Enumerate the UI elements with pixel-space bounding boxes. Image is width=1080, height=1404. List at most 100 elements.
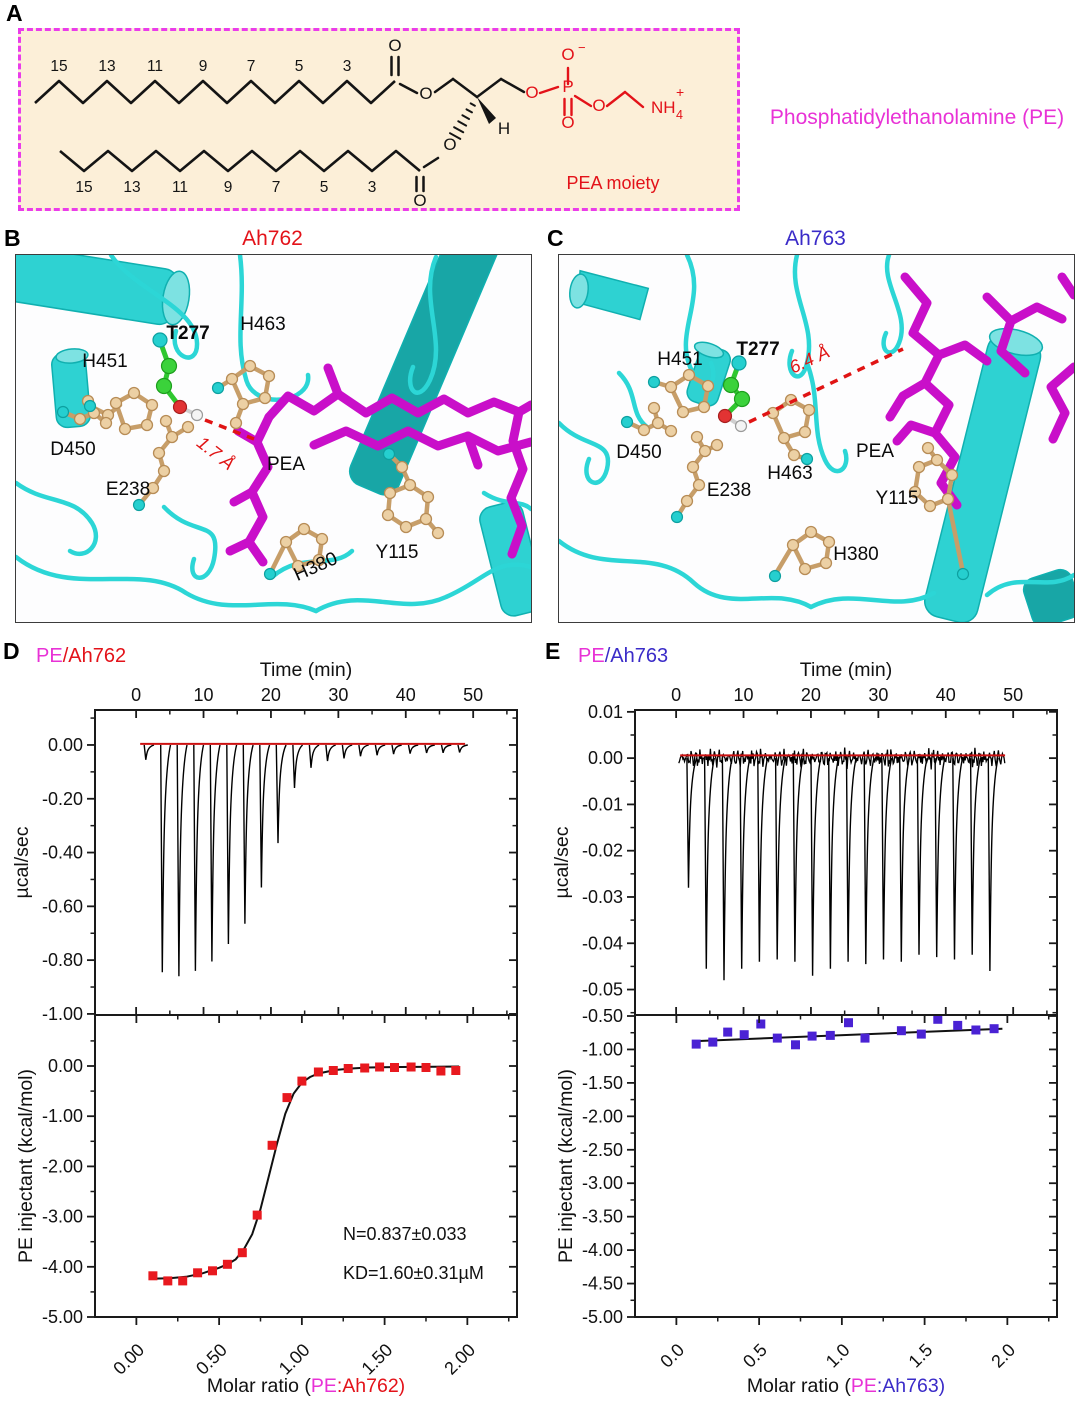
injection-spike [407,744,419,754]
x-tick-label: 0.5 [739,1340,771,1372]
y-tick-label: -4.00 [582,1240,623,1260]
x-tick-label: 40 [936,685,956,705]
y-tick-label: -0.05 [582,980,623,1000]
injection-spike [457,744,468,753]
y-tick-label: -2.50 [582,1140,623,1160]
y-tick-label: -0.03 [582,887,623,907]
carbon-number-top: 3 [343,58,352,75]
atom-label: O [419,84,432,103]
atom-label: O [413,191,426,208]
injection-spike [358,744,369,757]
injection-spike [143,744,155,760]
data-point-square [933,1014,943,1024]
data-point-square [691,1039,701,1049]
injection-spike [176,744,188,977]
ligand-label-pea: PEA [856,441,894,462]
molar-ratio-axis-title: Molar ratio (PE:Ah762) [207,1375,405,1397]
carbon-number-bottom: 9 [224,179,233,196]
carbon-number-bottom: 13 [123,179,140,196]
t277-sticks-c [722,360,746,419]
hbond-dashed-line-c [748,347,904,424]
data-point-square [953,1020,963,1030]
plot-frame [634,1014,1058,1318]
ligand-label-pea: PEA [267,454,305,475]
atom-label: O [592,96,605,115]
x-tick-label: 20 [261,685,281,705]
data-point-square [791,1040,800,1050]
plot-frame [94,709,518,1016]
data-point-square [252,1210,262,1220]
y-tick-label: -1.00 [582,1039,623,1059]
data-point-square [343,1064,353,1073]
injection-spike [209,744,221,962]
data-point-square [360,1063,370,1073]
x-tick-label: 50 [463,685,483,705]
residue-label-h380: H380 [833,544,878,565]
fit-parameter-annotation: KD=1.60±0.31µM [343,1263,484,1283]
injection-spike [686,757,698,888]
data-point-square [406,1062,416,1072]
injection-spike [757,757,769,962]
panel-e-label: E [545,638,561,664]
pea-ligand-sticks-b [225,363,531,567]
calpha-atoms-c [620,375,970,583]
y-axis-title: PE injectant (kcal/mol) [15,1069,37,1263]
atom-label: P [562,77,573,96]
x-tick-label: 0.00 [109,1340,148,1379]
time-axis-title: Time (min) [260,659,352,681]
injection-spike [916,757,928,955]
data-point-square [807,1031,817,1041]
protein-cylinders-b [16,255,531,617]
molar-ratio-axis-title: Molar ratio (PE:Ah763) [747,1375,945,1397]
injection-spike [739,757,751,969]
injection-spike [863,757,875,965]
x-tick-label: 2.0 [987,1340,1019,1372]
y-tick-label: 0.00 [48,1056,83,1076]
residue-label-h463: H463 [240,314,285,335]
data-point-square [756,1019,766,1029]
y-tick-label: -0.80 [42,950,83,970]
y-tick-label: -3.50 [582,1207,623,1227]
x-tick-label: 0 [671,685,681,705]
x-tick-label: 1.0 [822,1340,854,1372]
residue-label-t277: T277 [166,323,209,344]
y-tick-label: -2.00 [582,1106,623,1126]
data-point-square [193,1268,203,1278]
data-point-square [825,1030,835,1040]
y-axis-title: µcal/sec [551,826,573,898]
y-tick-label: -0.20 [42,789,83,809]
y-tick-label: -2.00 [42,1156,83,1176]
y-tick-label: -1.00 [42,1106,83,1126]
residue-label-d450: D450 [50,439,95,460]
injection-spike [845,757,857,962]
panel-a-label: A [6,0,23,26]
carbon-number-bottom: 7 [272,179,281,196]
data-point-square [390,1063,399,1072]
injection-spike [440,744,452,753]
x-tick-label: 50 [1003,685,1023,705]
t277-sticks-b [157,338,183,410]
atom-label: O [561,113,574,132]
injection-spike [160,744,172,973]
data-point-square [328,1066,338,1075]
acyl-chain-top [34,79,396,105]
fit-parameter-annotation: N=0.837±0.033 [343,1224,466,1244]
injection-spike [969,757,982,955]
injection-spike [899,757,911,962]
carbon-number-top: 7 [247,58,256,75]
x-tick-label: 40 [396,685,416,705]
wedge-bond [477,97,496,124]
y-tick-label: 0.00 [588,748,623,768]
atom-label: O [443,135,456,154]
y-tick-label: -0.50 [582,1006,623,1026]
injection-spike [341,744,353,759]
panel-e-title: PE/Ah763 [578,646,668,666]
atom-label: O [561,45,574,64]
residue-atoms-c [637,368,959,576]
injection-spike [275,744,287,844]
y-axis-title: PE injectant (kcal/mol) [555,1069,577,1263]
x-tick-label: 1.5 [905,1340,937,1372]
data-point-square [916,1029,926,1039]
